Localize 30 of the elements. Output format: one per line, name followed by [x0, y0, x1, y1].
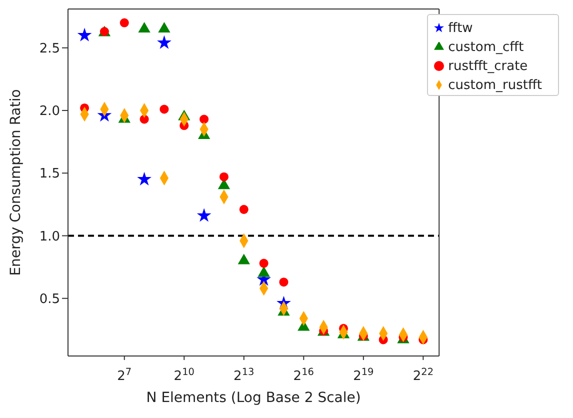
- point: [160, 104, 169, 114]
- y-tick-label: 2.0: [39, 104, 60, 120]
- point: [279, 278, 288, 287]
- point: [120, 18, 129, 28]
- x-tick-label: 2$^{10}$: [174, 366, 194, 384]
- y-tick-label: 2.5: [39, 41, 60, 56]
- point: [157, 35, 172, 49]
- point: [219, 172, 228, 182]
- legend-label: fftw: [448, 21, 473, 36]
- x-tick-label: 2$^{13}$: [234, 366, 254, 384]
- x-tick-label: 2$^{22}$: [412, 366, 434, 384]
- point: [196, 208, 212, 222]
- y-tick-label: 0.5: [39, 292, 60, 307]
- x-tick-label: 2$^{7}$: [117, 366, 132, 384]
- legend-label: custom_rustfft: [448, 78, 542, 93]
- point: [158, 22, 170, 33]
- point: [77, 28, 92, 42]
- y-tick-label: 1.5: [39, 166, 60, 182]
- y-tick-label: 1.0: [39, 229, 60, 244]
- point: [138, 22, 150, 33]
- point: [239, 204, 248, 214]
- point: [137, 172, 152, 186]
- x-tick-label: 2$^{19}$: [353, 366, 374, 384]
- legend-label: custom_cfft: [448, 40, 524, 55]
- point: [259, 258, 268, 268]
- x-tick-label: 2$^{16}$: [293, 366, 314, 384]
- x-axis-title: N Elements (Log Base 2 Scale): [146, 390, 361, 406]
- point: [200, 114, 209, 124]
- legend-label: rustfft_crate: [448, 59, 528, 74]
- y-axis-title: Energy Consumption Ratio: [8, 89, 24, 276]
